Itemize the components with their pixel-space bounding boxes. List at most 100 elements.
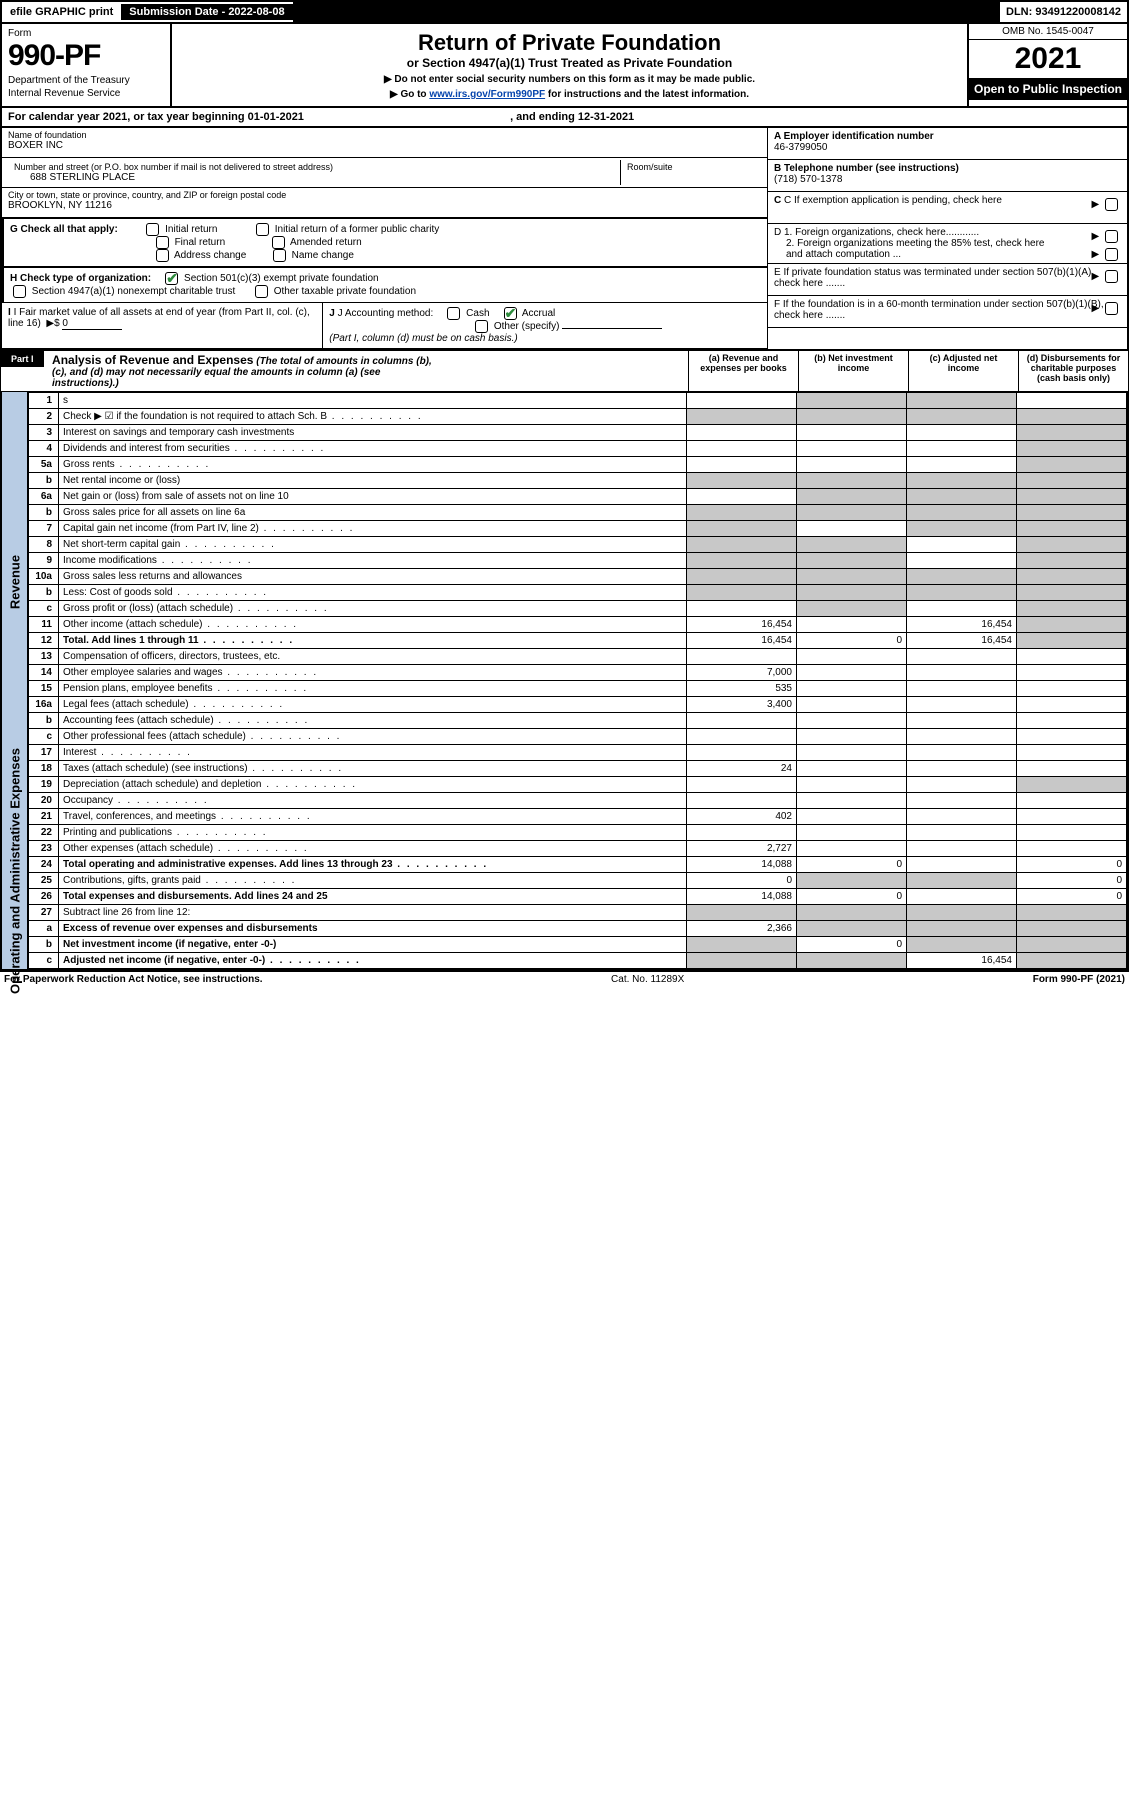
cell-dd (1017, 473, 1127, 489)
table-row: bLess: Cost of goods sold (29, 585, 1127, 601)
row-number: 2 (29, 409, 59, 425)
cal-mid: , and ending (510, 111, 578, 123)
cell-c (907, 777, 1017, 793)
cell-a (687, 745, 797, 761)
expenses-label: Operating and Administrative Expenses (7, 748, 22, 994)
cell-b: 0 (797, 633, 907, 649)
cell-a (687, 537, 797, 553)
open-public-label: Open to Public Inspection (969, 78, 1127, 100)
cell-c: 16,454 (907, 633, 1017, 649)
cell-b (797, 505, 907, 521)
row-desc: Net investment income (if negative, ente… (59, 937, 687, 953)
row-desc: Subtract line 26 from line 12: (59, 905, 687, 921)
row-number: 19 (29, 777, 59, 793)
table-row: 4Dividends and interest from securities (29, 441, 1127, 457)
cell-a (687, 777, 797, 793)
cell-a (687, 953, 797, 969)
cell-b (797, 537, 907, 553)
part1-title: Analysis of Revenue and Expenses (52, 353, 253, 367)
checkbox-final-return[interactable] (156, 236, 169, 249)
checkbox-c[interactable] (1105, 198, 1118, 211)
cell-c (907, 921, 1017, 937)
checkbox-other-taxable[interactable] (255, 285, 268, 298)
rows-table: 1s2Check ▶ ☑ if the foundation is not re… (28, 392, 1127, 969)
checkbox-other-method[interactable] (475, 320, 488, 333)
checkbox-501c3[interactable] (165, 272, 178, 285)
cell-dd (1017, 457, 1127, 473)
checkbox-4947[interactable] (13, 285, 26, 298)
checkbox-amended[interactable] (272, 236, 285, 249)
cell-b (797, 921, 907, 937)
cell-c (907, 665, 1017, 681)
checkbox-address-change[interactable] (156, 249, 169, 262)
row-desc: Depreciation (attach schedule) and deple… (59, 777, 687, 793)
table-row: 5aGross rents (29, 457, 1127, 473)
identity-block: Name of foundation BOXER INC Number and … (0, 128, 1129, 349)
cell-c (907, 457, 1017, 473)
cell-b (797, 825, 907, 841)
checkbox-cash[interactable] (447, 307, 460, 320)
cell-dd (1017, 617, 1127, 633)
part1-title-cell: Part I Analysis of Revenue and Expenses … (1, 350, 689, 392)
cell-c (907, 441, 1017, 457)
row-desc: Adjusted net income (if negative, enter … (59, 953, 687, 969)
cell-a (687, 905, 797, 921)
cell-a: 3,400 (687, 697, 797, 713)
cell-c (907, 681, 1017, 697)
cell-dd (1017, 745, 1127, 761)
table-row: 26Total expenses and disbursements. Add … (29, 889, 1127, 905)
row-number: 27 (29, 905, 59, 921)
cell-b (797, 873, 907, 889)
cell-c (907, 841, 1017, 857)
cell-dd (1017, 569, 1127, 585)
row-desc: Less: Cost of goods sold (59, 585, 687, 601)
row-desc: Occupancy (59, 793, 687, 809)
checkbox-initial-return[interactable] (146, 223, 159, 236)
cell-b (797, 905, 907, 921)
cell-dd (1017, 937, 1127, 953)
cell-b (797, 809, 907, 825)
col-b-header: (b) Net investment income (799, 350, 909, 392)
table-row: 17Interest (29, 745, 1127, 761)
row-number: a (29, 921, 59, 937)
cell-b (797, 761, 907, 777)
row-desc: Accounting fees (attach schedule) (59, 713, 687, 729)
cell-c (907, 745, 1017, 761)
header-left: Form 990-PF Department of the Treasury I… (2, 24, 172, 106)
row-number: c (29, 601, 59, 617)
note-ssn: ▶ Do not enter social security numbers o… (178, 74, 961, 85)
footer-mid: Cat. No. 11289X (611, 974, 684, 985)
table-row: 21Travel, conferences, and meetings402 (29, 809, 1127, 825)
e-label: E If private foundation status was termi… (774, 267, 1094, 289)
cell-a: 14,088 (687, 889, 797, 905)
checkbox-f[interactable] (1105, 302, 1118, 315)
cell-c (907, 505, 1017, 521)
opt-final-return: Final return (175, 237, 226, 248)
cell-a (687, 729, 797, 745)
cell-c (907, 569, 1017, 585)
checkbox-initial-former[interactable] (256, 223, 269, 236)
cal-end: 12-31-2021 (578, 111, 634, 123)
footer-right: Form 990-PF (2021) (1033, 974, 1125, 985)
cell-a (687, 793, 797, 809)
checkbox-name-change[interactable] (273, 249, 286, 262)
row-number: c (29, 953, 59, 969)
irs-link[interactable]: www.irs.gov/Form990PF (429, 89, 545, 100)
checkbox-d1[interactable] (1105, 230, 1118, 243)
row-desc: Pension plans, employee benefits (59, 681, 687, 697)
row-number: c (29, 729, 59, 745)
cell-dd (1017, 777, 1127, 793)
row-number: 11 (29, 617, 59, 633)
cell-b (797, 729, 907, 745)
j-accrual: Accrual (522, 308, 555, 319)
footer-left: For Paperwork Reduction Act Notice, see … (4, 974, 263, 985)
row-desc: Excess of revenue over expenses and disb… (59, 921, 687, 937)
checkbox-e[interactable] (1105, 270, 1118, 283)
cell-b (797, 713, 907, 729)
checkbox-d2[interactable] (1105, 248, 1118, 261)
street-cell: Number and street (or P.O. box number if… (8, 160, 621, 185)
cal-begin: 01-01-2021 (248, 111, 304, 123)
checkbox-accrual[interactable] (504, 307, 517, 320)
cell-a (687, 409, 797, 425)
cell-dd (1017, 729, 1127, 745)
